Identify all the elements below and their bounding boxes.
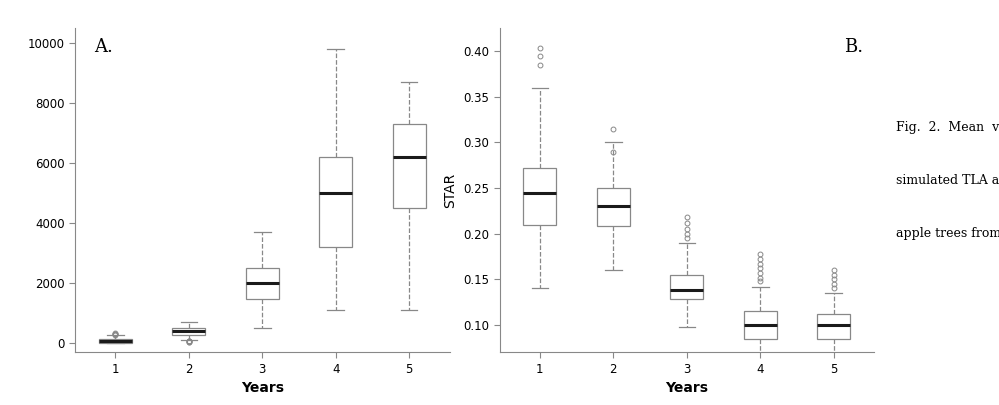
PathPatch shape	[172, 328, 206, 335]
PathPatch shape	[99, 339, 132, 343]
PathPatch shape	[393, 124, 426, 208]
PathPatch shape	[523, 168, 556, 225]
PathPatch shape	[817, 314, 850, 339]
PathPatch shape	[596, 188, 630, 226]
PathPatch shape	[743, 311, 777, 339]
Text: Fig.  2.  Mean  values  and  variation  of: Fig. 2. Mean values and variation of	[896, 122, 999, 134]
Text: B.: B.	[844, 38, 863, 56]
Text: A.: A.	[94, 38, 113, 56]
PathPatch shape	[319, 158, 353, 247]
Text: apple trees from 1 year to 5 years.: apple trees from 1 year to 5 years.	[896, 227, 999, 240]
PathPatch shape	[246, 268, 279, 299]
X-axis label: Years: Years	[241, 382, 284, 395]
PathPatch shape	[670, 275, 703, 299]
Text: simulated TLA and STAR values for 111: simulated TLA and STAR values for 111	[896, 174, 999, 187]
Y-axis label: STAR: STAR	[444, 173, 458, 208]
X-axis label: Years: Years	[665, 382, 708, 395]
